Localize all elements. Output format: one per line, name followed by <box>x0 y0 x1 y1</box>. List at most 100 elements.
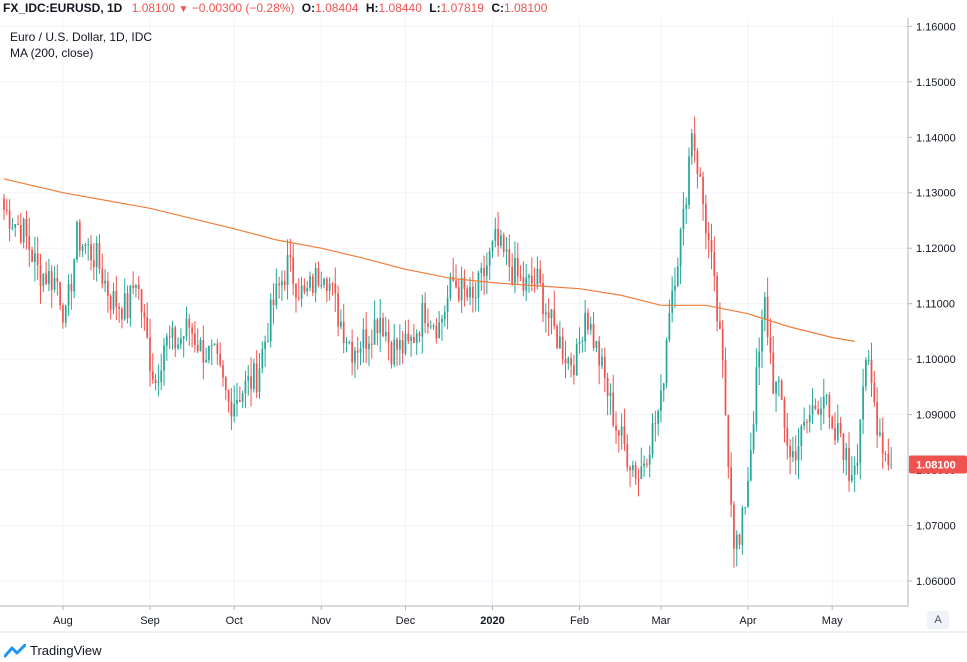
candle-body <box>365 329 368 350</box>
candle-body <box>337 293 339 327</box>
price-chart[interactable]: 1.16000 1.15000 1.14000 1.13000 1.12000 1.110… <box>0 0 967 640</box>
auto-scale-button[interactable]: A <box>927 611 949 629</box>
candle-body <box>81 246 84 251</box>
candle-body <box>140 289 143 313</box>
candle-body <box>275 283 278 306</box>
candle-body <box>348 341 351 343</box>
candle <box>460 266 463 313</box>
candle <box>250 357 252 407</box>
candle <box>480 262 483 291</box>
candle <box>794 435 797 475</box>
candle <box>53 266 56 293</box>
candle <box>575 338 578 376</box>
candle-body <box>744 507 747 509</box>
candle-body <box>328 283 331 291</box>
candle-body <box>631 465 634 471</box>
candle <box>62 302 64 329</box>
candle <box>544 303 547 333</box>
candle-body <box>674 285 676 291</box>
candle <box>719 302 721 330</box>
candle-body <box>345 342 348 344</box>
candle-body <box>376 319 379 333</box>
time-tick-label: Nov <box>311 615 331 627</box>
candle-body <box>480 267 483 273</box>
candle <box>469 277 471 306</box>
candle <box>238 386 241 403</box>
candle <box>384 316 387 342</box>
candle <box>59 281 62 310</box>
candle-body <box>516 257 519 277</box>
candle <box>443 305 446 327</box>
candle <box>789 439 791 475</box>
candle <box>323 277 325 289</box>
price-axis[interactable]: 1.16000 1.15000 1.14000 1.13000 1.12000 1.110… <box>908 21 956 588</box>
candle <box>845 442 848 476</box>
candle-body <box>264 341 266 349</box>
candle-body <box>589 323 592 330</box>
candle <box>320 271 323 289</box>
candle-body <box>564 359 567 364</box>
candle <box>856 443 859 475</box>
candlestick-series <box>3 116 893 568</box>
candle <box>820 397 822 431</box>
candle-body <box>822 396 825 409</box>
candle-body <box>297 297 300 299</box>
candle-body <box>101 268 104 284</box>
candle-body <box>766 296 769 338</box>
candle-body <box>755 367 758 425</box>
candle <box>803 407 805 431</box>
candle <box>511 253 514 287</box>
candle <box>129 285 132 327</box>
candle <box>749 432 752 482</box>
candle <box>777 375 780 397</box>
candle-body <box>25 218 28 237</box>
symbol-name[interactable]: FX_IDC:EURUSD, 1D <box>3 1 123 15</box>
candle <box>196 328 199 354</box>
candle <box>149 318 151 387</box>
candle <box>98 234 101 274</box>
chart-legend: Euro / U.S. Dollar, 1D, IDC MA (200, clo… <box>10 30 152 62</box>
high-label: H: <box>365 1 379 15</box>
candle <box>671 276 674 323</box>
candle-body <box>865 359 867 387</box>
candle <box>11 217 14 231</box>
candle-body <box>109 296 112 310</box>
candle <box>738 533 741 550</box>
candle-body <box>255 363 258 393</box>
candle <box>519 265 522 282</box>
candle <box>410 334 412 357</box>
candle <box>92 242 95 281</box>
time-axis[interactable]: Aug Sep Oct Nov Dec 2020 Feb Mar Apr May <box>53 606 843 627</box>
indicator-title[interactable]: MA (200, close) <box>10 46 94 60</box>
candle <box>592 311 595 351</box>
candle <box>109 293 112 320</box>
candle <box>623 408 626 452</box>
candle-body <box>783 399 786 428</box>
candle-body <box>488 251 491 266</box>
candle <box>536 256 539 290</box>
candle <box>525 263 528 302</box>
candle <box>219 341 222 368</box>
candle <box>210 339 213 366</box>
candle-body <box>685 204 688 209</box>
candle <box>539 260 542 287</box>
candle <box>634 461 637 485</box>
candle <box>688 147 690 210</box>
candle-body <box>334 283 337 294</box>
tradingview-logo[interactable]: TradingView <box>4 643 102 658</box>
candle <box>457 279 460 303</box>
candle <box>685 197 688 225</box>
candle-body <box>466 288 469 298</box>
candle <box>497 212 499 257</box>
candle-body <box>573 365 575 376</box>
candle-body <box>514 257 516 284</box>
candle <box>25 210 28 250</box>
candle <box>194 321 196 353</box>
candle <box>587 308 589 335</box>
candle-body <box>457 287 460 301</box>
candle-body <box>438 322 441 339</box>
candle <box>696 148 699 189</box>
candle <box>654 410 657 442</box>
candle-body <box>884 453 887 455</box>
candle-body <box>42 273 45 287</box>
